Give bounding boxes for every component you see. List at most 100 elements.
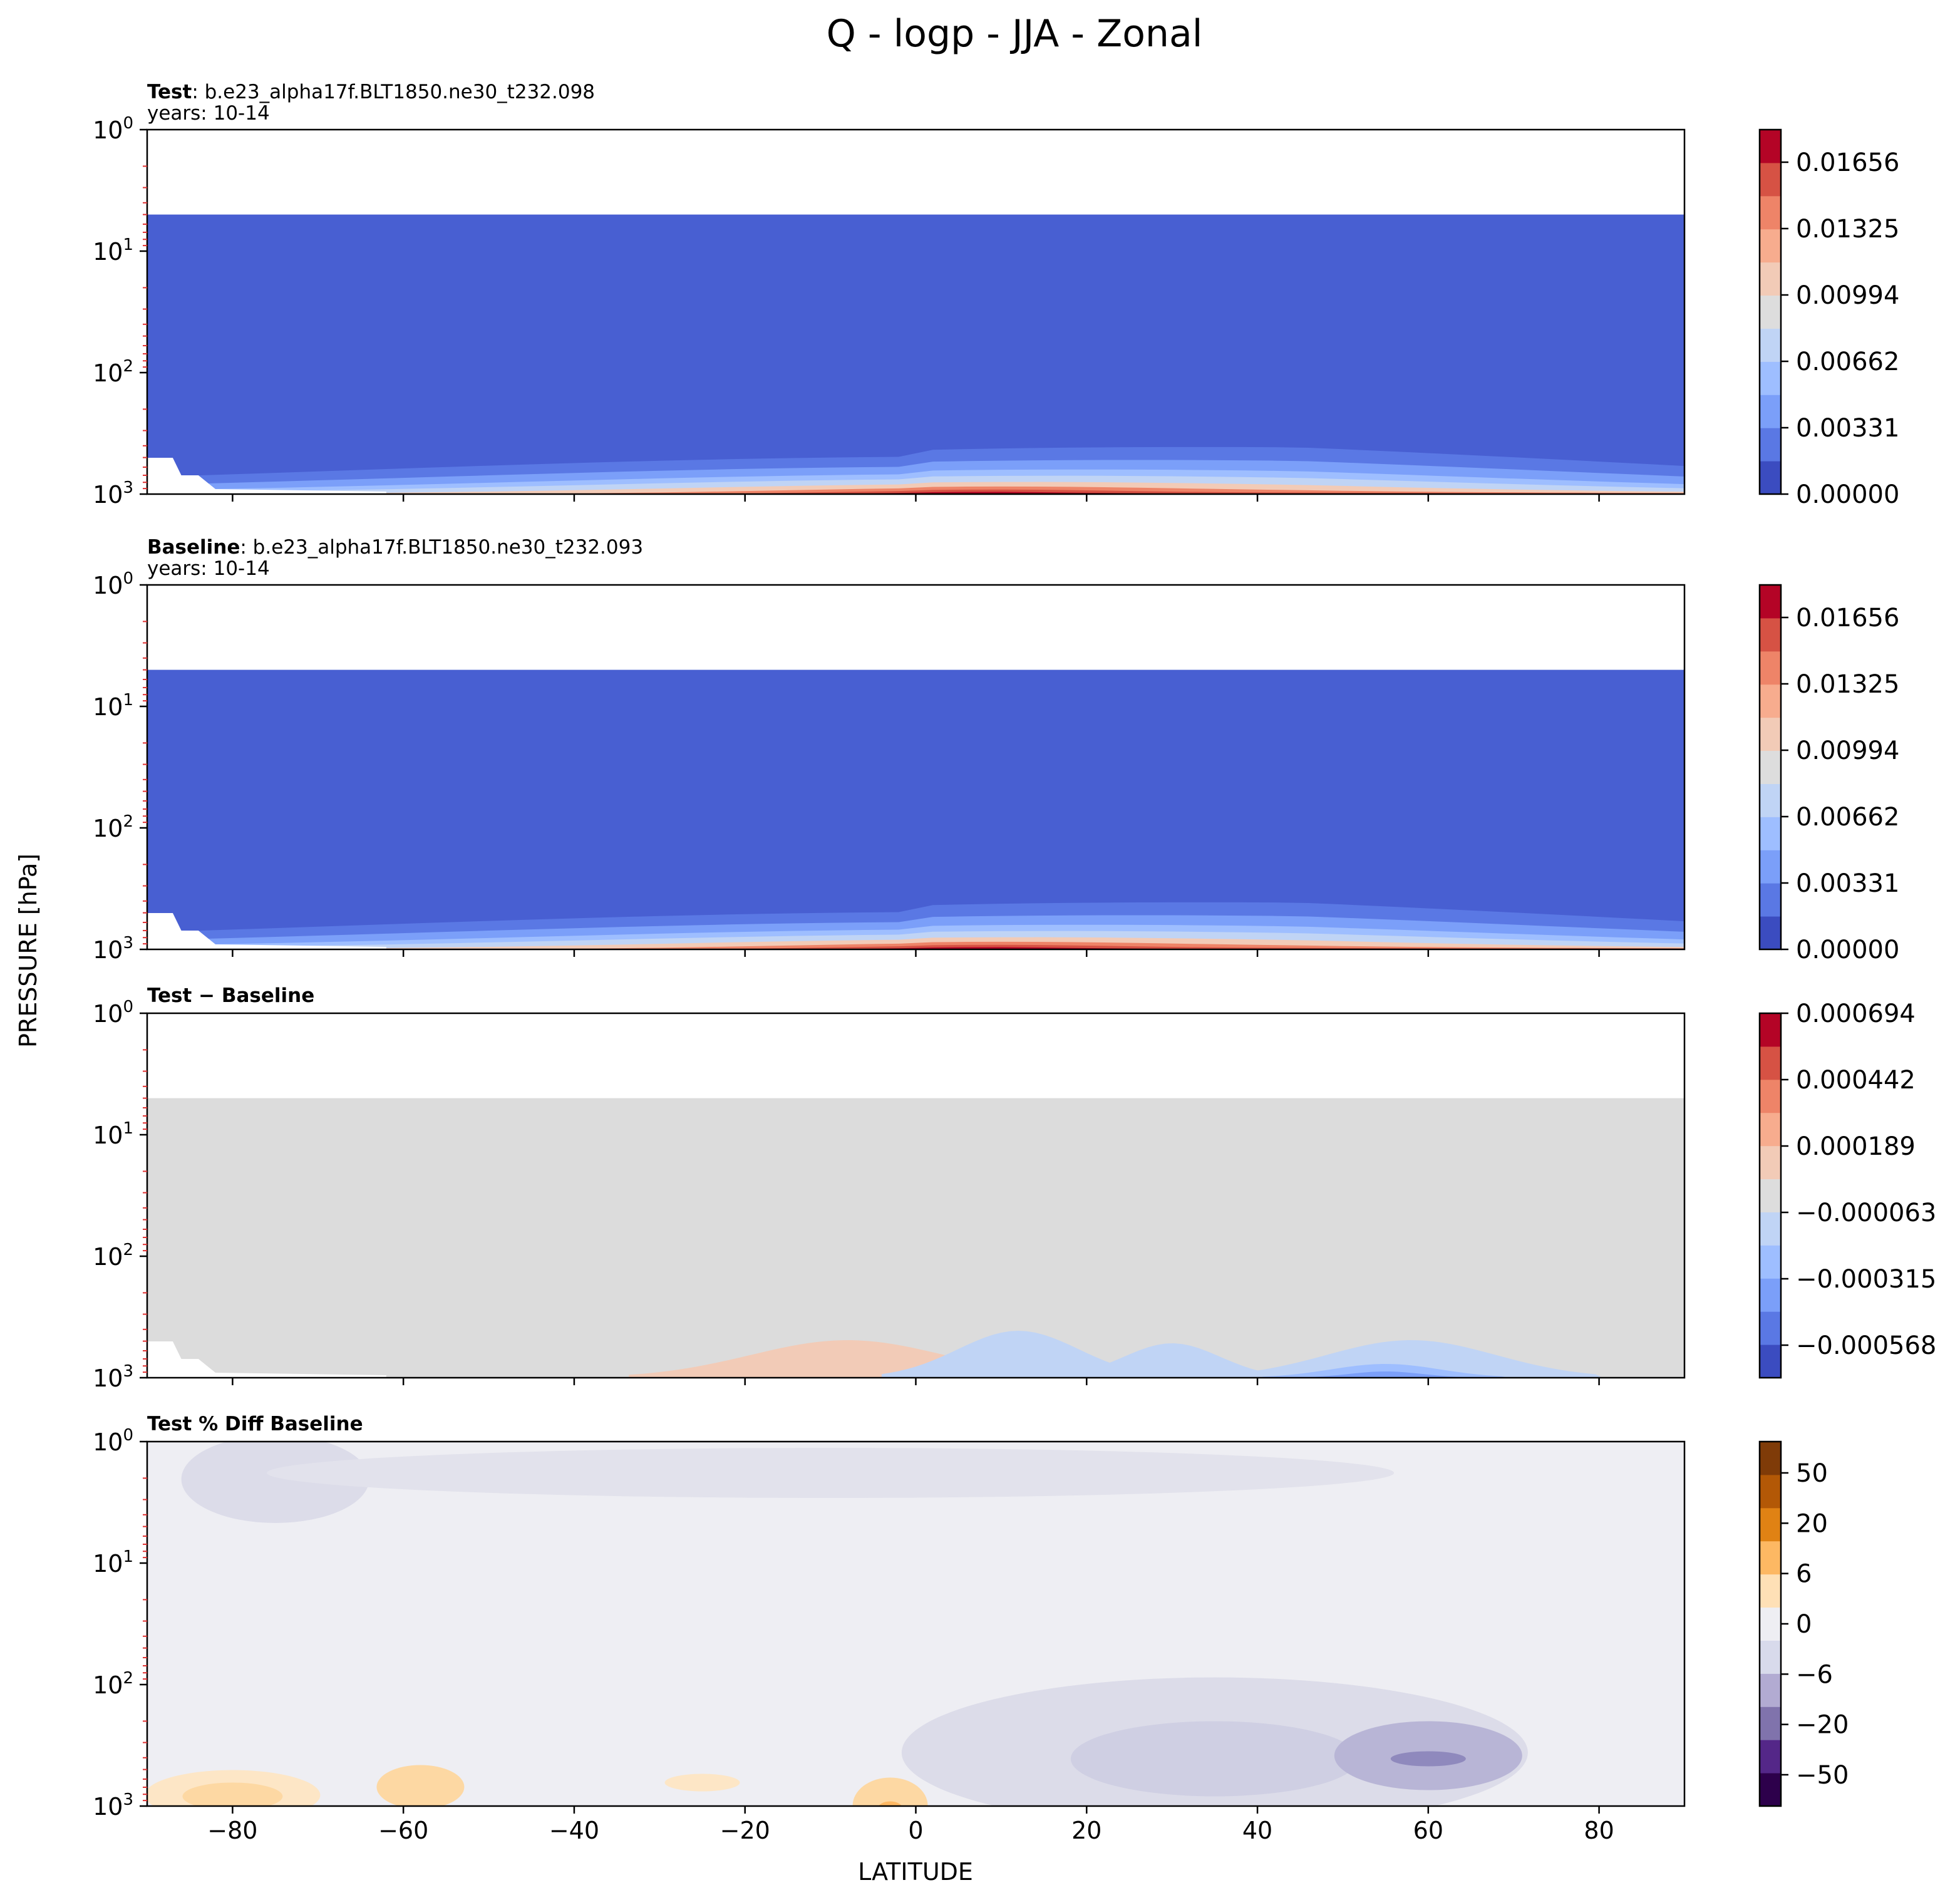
y-tick-base: 10	[93, 1793, 123, 1820]
panel-diff: Test − Baseline1001011021030.0006940.000…	[93, 984, 1936, 1392]
colorbar-tick-label: 0.00000	[1796, 936, 1899, 964]
y-tick-exp: 2	[123, 1669, 133, 1688]
contour-band	[852, 1777, 928, 1806]
contour-band	[1390, 1751, 1466, 1767]
contour-band	[147, 1098, 1684, 1378]
colorbar-band	[1760, 1607, 1781, 1641]
colorbar-tick-label: −50	[1796, 1761, 1849, 1790]
y-tick-label: 101	[93, 1547, 133, 1577]
colorbar: 0.01656 0.01325 0.00994 0.00662 0.00331 0.000…	[1758, 584, 1899, 964]
contour-fill	[147, 669, 1684, 949]
contour-band	[376, 1765, 465, 1806]
colorbar-band	[1760, 1541, 1781, 1575]
contour-band	[267, 1448, 1395, 1498]
colorbar-tick-label: 50	[1796, 1459, 1828, 1488]
y-tick-exp: 1	[123, 1547, 133, 1566]
colorbar-frame	[1758, 1012, 1782, 1379]
colorbar-band	[1760, 1245, 1781, 1279]
y-tick-base: 10	[93, 693, 123, 721]
colorbar-band	[1760, 684, 1781, 718]
colorbar-tick-label: 6	[1796, 1560, 1812, 1589]
y-tick-label: 101	[93, 1119, 133, 1149]
x-tick-label: 60	[1413, 1817, 1443, 1844]
colorbar-tick-label: 0.01325	[1796, 670, 1899, 699]
colorbar-tick-label: 0.000442	[1796, 1066, 1916, 1095]
colorbar-tick-label: 20	[1796, 1509, 1828, 1538]
y-tick-exp: 2	[123, 357, 133, 376]
colorbar-tick-label: 0.00000	[1796, 480, 1899, 509]
y-tick-label: 100	[93, 998, 133, 1028]
colorbar-band	[1760, 361, 1781, 395]
contour-band	[664, 1774, 740, 1792]
y-tick-base: 10	[93, 1000, 123, 1028]
panel-title-case: : b.e23_alpha17f.BLT1850.ne30_t232.093	[240, 536, 643, 559]
contour-band	[181, 1442, 369, 1523]
colorbar: 0.01656 0.01325 0.00994 0.00662 0.00331 0.000…	[1758, 128, 1899, 509]
y-tick-label: 103	[93, 934, 133, 964]
colorbar-band	[1760, 1345, 1781, 1378]
colorbar-band	[1760, 1311, 1781, 1345]
colorbar-band	[1760, 850, 1781, 884]
contour-band	[147, 941, 1684, 949]
y-tick-exp: 3	[123, 478, 133, 497]
y-tick-exp: 3	[123, 934, 133, 953]
x-tick-label: −40	[549, 1817, 599, 1844]
colorbar-band	[1760, 1079, 1781, 1113]
colorbar-band	[1760, 1013, 1781, 1047]
contour-band	[1063, 1343, 1282, 1378]
panel-title-bold: Test % Diff Baseline	[147, 1413, 363, 1435]
panel-title-case: : b.e23_alpha17f.BLT1850.ne30_t232.098	[192, 81, 595, 103]
contour-fill	[147, 214, 1684, 494]
x-tick-label: −80	[207, 1817, 257, 1844]
colorbar-band	[1760, 130, 1781, 163]
y-tick-base: 10	[93, 1550, 123, 1577]
colorbar-tick-label: 0.000189	[1796, 1132, 1916, 1161]
colorbar-band	[1760, 1179, 1781, 1212]
x-tick-label: 0	[908, 1817, 923, 1844]
colorbar-band	[1760, 229, 1781, 263]
contour-band	[1070, 1721, 1359, 1797]
contour-band	[881, 1331, 1155, 1378]
y-tick-label: 103	[93, 1790, 133, 1820]
y-tick-base: 10	[93, 1428, 123, 1456]
x-tick-label: 80	[1584, 1817, 1614, 1844]
colorbar-tick-label: −0.000315	[1796, 1265, 1936, 1294]
colorbar-band	[1760, 1574, 1781, 1608]
y-tick-label: 100	[93, 114, 133, 144]
y-tick-label: 102	[93, 357, 133, 387]
y-tick-base: 10	[93, 481, 123, 509]
x-tick-label: −60	[378, 1817, 428, 1844]
colorbar-band	[1760, 1145, 1781, 1180]
contour-band	[147, 944, 1684, 949]
x-tick-label: 20	[1071, 1817, 1101, 1844]
topography-mask	[147, 458, 386, 494]
colorbar-band	[1760, 585, 1781, 619]
x-tick-label: −20	[720, 1817, 770, 1844]
y-tick-exp: 0	[123, 1426, 133, 1445]
y-tick-base: 10	[93, 359, 123, 387]
colorbar-tick-label: 0.00994	[1796, 281, 1899, 310]
y-tick-exp: 2	[123, 1241, 133, 1259]
y-tick-label: 101	[93, 235, 133, 266]
y-tick-base: 10	[93, 238, 123, 266]
colorbar-band	[1760, 883, 1781, 917]
colorbar-tick-label: 0.00331	[1796, 869, 1899, 898]
colorbar-band	[1760, 1773, 1781, 1807]
colorbar-tick-label: −0.000568	[1796, 1331, 1936, 1360]
y-tick-base: 10	[93, 1243, 123, 1271]
y-tick-exp: 0	[123, 998, 133, 1016]
topography-mask	[147, 913, 386, 949]
colorbar-band	[1760, 1507, 1781, 1542]
colorbar-band	[1760, 195, 1781, 230]
colorbar-band	[1760, 617, 1781, 652]
colorbar-band	[1760, 1046, 1781, 1080]
panel-title-bold: Test − Baseline	[147, 984, 314, 1007]
contour-band	[147, 486, 1684, 494]
colorbar-band	[1760, 295, 1781, 329]
panel-title: Test − Baseline	[147, 984, 314, 1007]
y-axis-label: PRESSURE [hPa]	[14, 854, 42, 1048]
figure-title: Q - logp - JJA - Zonal	[827, 12, 1203, 56]
colorbar-band	[1760, 262, 1781, 296]
colorbar-tick-label: 0.00662	[1796, 803, 1899, 832]
